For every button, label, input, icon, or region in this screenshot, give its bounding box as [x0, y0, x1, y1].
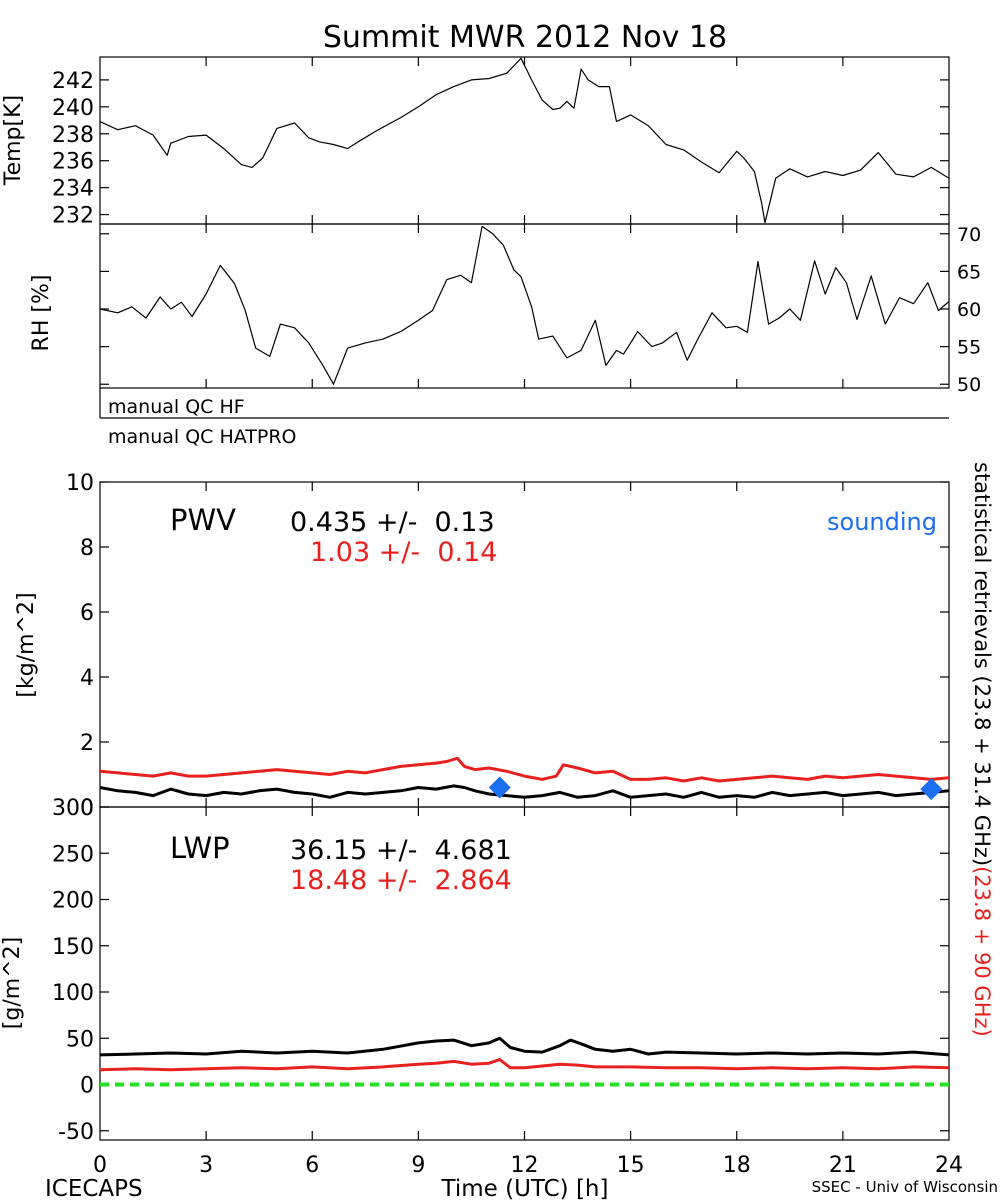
x-tick-label: 0 — [93, 1153, 107, 1178]
temperature-y-tick-label: 240 — [52, 96, 94, 121]
chart-title: Summit MWR 2012 Nov 18 — [323, 20, 727, 55]
lwp-red-stat: 18.48 +/- 2.864 — [290, 865, 512, 896]
rh-y-tick-label: 50 — [957, 374, 981, 396]
temperature-y-tick-label: 234 — [52, 177, 94, 202]
x-tick-label: 9 — [411, 1153, 425, 1178]
temperature-series — [99, 57, 950, 224]
pwv-red-line — [99, 756, 950, 783]
lwp-y-ticks: -50 0 50 100 150 200 250 300 — [52, 796, 949, 1145]
x-tick-label: 18 — [723, 1153, 751, 1178]
qc-hatpro-label: manual QC HATPRO — [108, 426, 297, 448]
x-tick-label: 12 — [511, 1153, 539, 1178]
temperature-black-line — [99, 57, 950, 224]
pwv-black-line — [99, 784, 950, 799]
lwp-y-tick-label: 200 — [52, 889, 94, 914]
rh-series — [99, 225, 950, 385]
x-tick-label: 3 — [199, 1153, 213, 1178]
side-label-red: (23.8 + 90 GHz) — [970, 866, 994, 1037]
x-axis-ticks: 0 3 6 9 12 15 18 21 24 — [93, 1153, 963, 1178]
temperature-frame — [99, 56, 950, 225]
side-label-black: statistical retrievals (23.8 + 31.4 GHz) — [970, 462, 994, 866]
pwv-panel: [kg/m^2] 0 2 4 6 8 10 PWV 0.435 +/- 0.13 1.03… — [14, 471, 950, 821]
lwp-axis-label: [g/m^2] — [0, 937, 25, 1029]
pwv-series — [99, 756, 950, 801]
lwp-y-tick-label: 150 — [52, 935, 94, 960]
pwv-label: PWV — [170, 503, 236, 537]
rh-axis-label: RH [%] — [29, 275, 54, 352]
x-axis-label: Time (UTC) [h] — [441, 1176, 609, 1200]
lwp-series — [99, 1036, 950, 1087]
lwp-y-tick-label: 300 — [52, 796, 94, 821]
temperature-y-tick-label: 232 — [52, 204, 94, 229]
rh-frame — [99, 223, 950, 389]
sounding-marker — [488, 776, 511, 799]
pwv-y-tick-label: 4 — [80, 666, 94, 691]
temperature-axis-label: Temp[K] — [1, 95, 26, 186]
pwv-y-tick-label: 8 — [80, 536, 94, 561]
temperature-y-tick-label: 236 — [52, 150, 94, 175]
lwp-y-tick-label: 250 — [52, 842, 94, 867]
lwp-black-line — [99, 1036, 950, 1057]
x-tick-label: 24 — [935, 1153, 963, 1178]
footer-icecaps: ICECAPS — [45, 1176, 143, 1200]
pwv-red-stat: 1.03 +/- 0.14 — [310, 537, 497, 568]
qc-strip: manual QC HF manual QC HATPRO — [99, 388, 949, 448]
rh-y-tick-label: 55 — [957, 337, 981, 359]
lwp-y-tick-label: -50 — [58, 1120, 94, 1145]
x-tick-label: 6 — [305, 1153, 319, 1178]
x-tick-label: 15 — [617, 1153, 645, 1178]
qc-hf-label: manual QC HF — [108, 396, 245, 418]
rh-black-line — [99, 225, 950, 385]
rh-y-tick-label: 60 — [957, 299, 981, 321]
temperature-y-tick-label: 242 — [52, 69, 94, 94]
rh-y-tick-label: 65 — [957, 261, 981, 283]
pwv-black-stat: 0.435 +/- 0.13 — [290, 507, 495, 538]
pwv-y-tick-label: 6 — [80, 601, 94, 626]
pwv-y-tick-label: 0 — [80, 796, 94, 821]
lwp-black-stat: 36.15 +/- 4.681 — [290, 835, 512, 866]
lwp-label: LWP — [170, 831, 230, 865]
temperature-y-tick-label: 238 — [52, 123, 94, 148]
lwp-red-line — [99, 1058, 950, 1072]
lwp-y-tick-label: 50 — [66, 1027, 94, 1052]
lwp-y-tick-label: 0 — [80, 1074, 94, 1099]
sounding-legend: sounding — [827, 508, 937, 536]
pwv-y-tick-label: 10 — [66, 471, 94, 496]
rh-panel: RH [%] 50 55 60 65 70 — [29, 223, 981, 396]
footer-ssec: SSEC - Univ of Wisconsin — [812, 1178, 998, 1196]
pwv-y-ticks: 0 2 4 6 8 10 — [66, 471, 949, 821]
retrievals-side-label: statistical retrievals (23.8 + 31.4 GHz)… — [970, 462, 994, 1037]
pwv-y-tick-label: 2 — [80, 731, 94, 756]
rh-y-ticks: 50 55 60 65 70 — [100, 224, 981, 396]
x-tick-label: 21 — [829, 1153, 857, 1178]
lwp-y-tick-label: 100 — [52, 981, 94, 1006]
sounding-marker — [920, 778, 943, 801]
pwv-axis-label: [kg/m^2] — [14, 592, 39, 697]
rh-y-tick-label: 70 — [957, 224, 981, 246]
